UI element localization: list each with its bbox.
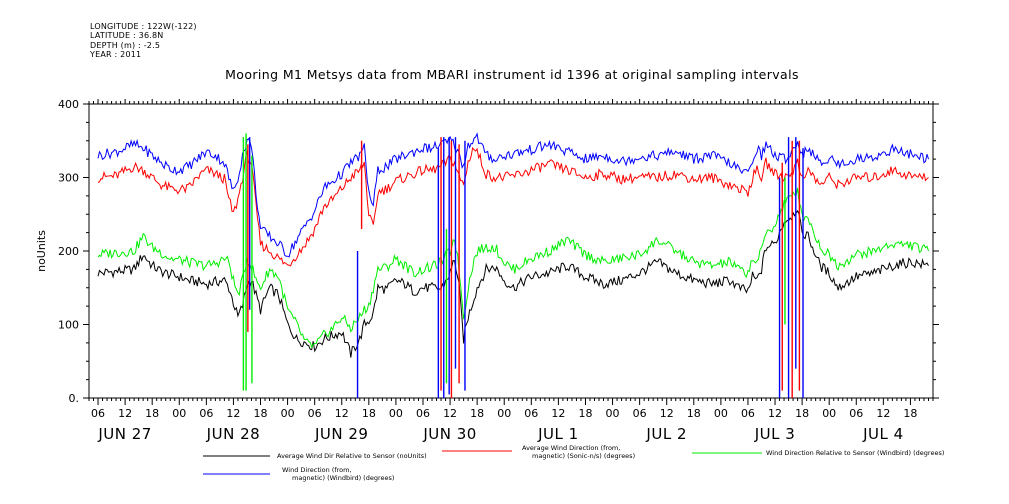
x-day-label: JUN 30: [422, 425, 476, 443]
x-tick-label: 00: [714, 407, 728, 420]
x-tick-label: 18: [254, 407, 268, 420]
x-tick-label: 06: [741, 407, 755, 420]
x-tick-label: 12: [118, 407, 132, 420]
series-line-3: [97, 187, 929, 349]
meta-year: YEAR : 2011: [90, 50, 142, 60]
x-tick-label: 00: [281, 407, 295, 420]
x-tick-label: 18: [470, 407, 484, 420]
x-day-label: JUL 1: [537, 425, 579, 443]
x-tick-label: 00: [172, 407, 186, 420]
meta-latitude: LATITUDE : 36.8N: [90, 31, 164, 41]
x-tick-label: 12: [335, 407, 349, 420]
x-tick-label: 06: [91, 407, 105, 420]
x-tick-label: 06: [416, 407, 430, 420]
x-tick-label: 00: [497, 407, 511, 420]
series-line-4: [97, 132, 929, 258]
x-tick-label: 06: [633, 407, 647, 420]
y-tick-label: 300: [58, 172, 79, 185]
legend-label-line: magnetic) (Sonic-n/s) (degrees): [532, 452, 635, 460]
legend-label-line: Average Wind Direction (from,: [522, 444, 620, 452]
y-tick-label: 0.: [69, 392, 80, 405]
x-tick-label: 06: [849, 407, 863, 420]
legend-label-2: Average Wind Direction (from, magnetic) (…: [522, 444, 635, 460]
y-axis-label: noUnits: [35, 230, 48, 272]
x-day-label: JUL 4: [862, 425, 904, 443]
x-tick-label: 18: [145, 407, 159, 420]
legend-label-4: Wind Direction (from, magnetic) (Windbird…: [282, 466, 394, 482]
x-tick-label: 12: [876, 407, 890, 420]
chart-title: Mooring M1 Metsys data from MBARI instru…: [225, 67, 799, 82]
y-tick-label: 200: [58, 245, 79, 258]
x-tick-label: 12: [660, 407, 674, 420]
series-line-2: [97, 146, 929, 267]
x-tick-label: 06: [524, 407, 538, 420]
x-tick-label: 12: [443, 407, 457, 420]
x-tick-label: 12: [551, 407, 565, 420]
legend-label-line: magnetic) (Windbird) (degrees): [292, 474, 394, 482]
legend-label-1: Average Wind Dir Relative to Sensor (noU…: [277, 452, 427, 460]
x-tick-label: 12: [768, 407, 782, 420]
legend-label-3: Wind Direction Relative to Sensor (Windb…: [766, 449, 944, 457]
series-line-1: [97, 209, 929, 358]
x-tick-label: 18: [578, 407, 592, 420]
y-tick-label: 400: [58, 98, 79, 111]
x-day-label: JUN 28: [206, 425, 260, 443]
x-day-label: JUN 29: [314, 425, 368, 443]
meta-longitude: LONGITUDE : 122W(-122): [90, 22, 197, 31]
x-day-label: JUN 27: [97, 425, 151, 443]
x-tick-label: 18: [362, 407, 376, 420]
meta-depth: DEPTH (m) : -2.5: [90, 40, 161, 50]
x-tick-label: 00: [822, 407, 836, 420]
x-day-label: JUL 3: [754, 425, 796, 443]
x-tick-label: 18: [903, 407, 917, 420]
metadata-block: LONGITUDE : 122W(-122) LATITUDE : 36.8N …: [90, 22, 197, 60]
plot-frame: [88, 103, 934, 399]
legend-label-line: Wind Direction (from,: [282, 466, 352, 474]
x-tick-label: 18: [687, 407, 701, 420]
x-tick-label: 06: [199, 407, 213, 420]
x-tick-label: 00: [606, 407, 620, 420]
x-tick-label: 12: [226, 407, 240, 420]
x-tick-label: 00: [389, 407, 403, 420]
x-tick-label: 06: [308, 407, 322, 420]
y-tick-label: 100: [58, 319, 79, 332]
x-tick-label: 18: [795, 407, 809, 420]
x-day-label: JUL 2: [645, 425, 687, 443]
